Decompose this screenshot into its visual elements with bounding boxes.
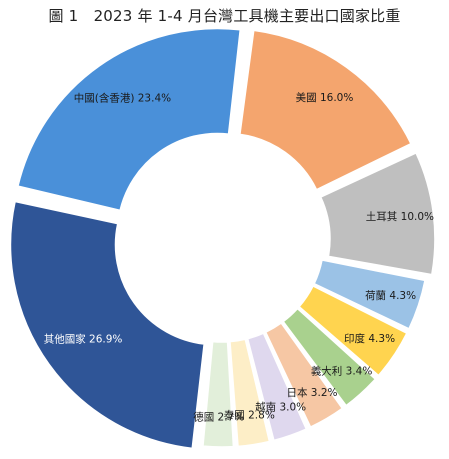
slice-4 bbox=[298, 285, 408, 377]
slice-6 bbox=[264, 321, 344, 429]
slice-label-3: 荷蘭 4.3% bbox=[365, 289, 416, 302]
slice-8 bbox=[229, 338, 271, 448]
slice-group bbox=[9, 27, 436, 450]
chart-title: 圖 1 2023 年 1-4 月台灣工具機主要出口國家比重 bbox=[48, 7, 401, 25]
slice-label-7: 越南 3.0% bbox=[255, 401, 306, 414]
slice-label-6: 日本 3.2% bbox=[286, 386, 337, 399]
slice-2 bbox=[319, 151, 436, 276]
slice-label-2: 土耳其 10.0% bbox=[366, 210, 434, 223]
slice-1 bbox=[239, 29, 412, 191]
slice-9 bbox=[202, 340, 235, 448]
slice-label-group: 美國 16.0% 土耳其 10.0% 荷蘭 4.3% 印度 4.3% 義大利 3.4% 日… bbox=[44, 91, 434, 424]
slice-7 bbox=[246, 332, 308, 442]
slice-11 bbox=[17, 27, 242, 212]
slice-10 bbox=[9, 200, 205, 450]
slice-3 bbox=[313, 259, 426, 330]
slice-label-9: 德國 2.7% bbox=[193, 411, 244, 424]
slice-label-8: 泰國 2.8% bbox=[224, 408, 275, 421]
slice-label-4: 印度 4.3% bbox=[344, 332, 395, 345]
slice-label-10: 其他國家 26.9% bbox=[44, 333, 123, 346]
slice-5 bbox=[282, 307, 377, 407]
slice-label-11: 中國(含香港) 23.4% bbox=[74, 91, 171, 104]
slice-label-5: 義大利 3.4% bbox=[311, 364, 373, 377]
slice-label-1: 美國 16.0% bbox=[296, 91, 354, 104]
